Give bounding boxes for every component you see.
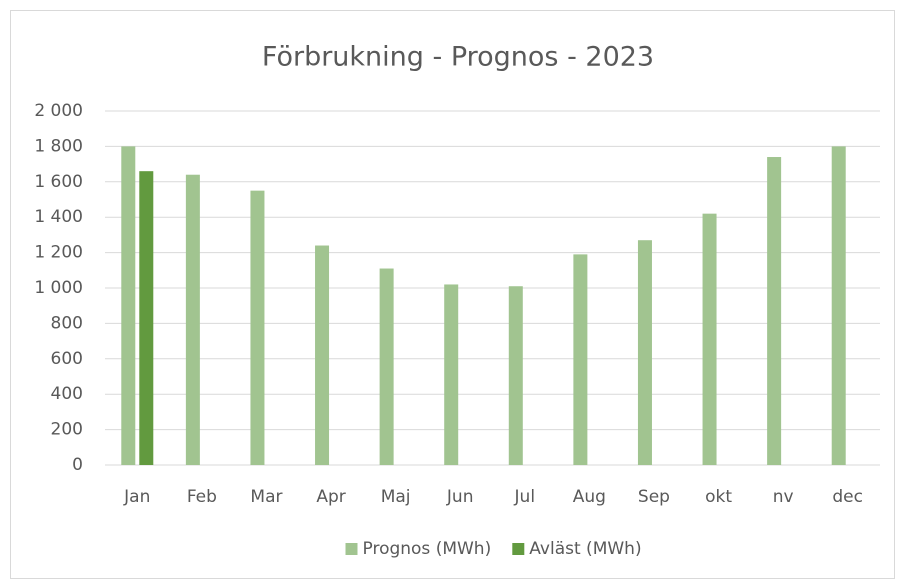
x-tick-label: nv bbox=[773, 487, 794, 507]
bar bbox=[379, 268, 394, 465]
x-tick-label: Aug bbox=[573, 487, 606, 507]
x-tick-label: Apr bbox=[316, 487, 345, 507]
x-tick-label: dec bbox=[832, 487, 863, 507]
y-tick-label: 1 200 bbox=[34, 243, 83, 263]
y-tick-label: 1 400 bbox=[34, 207, 83, 227]
y-tick-label: 800 bbox=[51, 313, 83, 333]
bar bbox=[139, 171, 154, 465]
x-tick-label: Jun bbox=[446, 487, 474, 507]
x-tick-label: Sep bbox=[638, 487, 670, 507]
y-tick-label: 1 000 bbox=[34, 278, 83, 298]
y-tick-label: 400 bbox=[51, 384, 83, 404]
x-tick-label: Maj bbox=[381, 487, 411, 507]
y-tick-label: 600 bbox=[51, 349, 83, 369]
y-tick-label: 0 bbox=[72, 455, 83, 475]
x-tick-label: Jul bbox=[514, 487, 536, 507]
bar bbox=[444, 284, 459, 465]
x-tick-label: Mar bbox=[250, 487, 282, 507]
bar bbox=[185, 174, 200, 465]
bar bbox=[121, 146, 136, 465]
bar bbox=[315, 245, 330, 465]
y-tick-label: 2 000 bbox=[34, 101, 83, 121]
bar bbox=[250, 190, 265, 465]
bar bbox=[767, 157, 782, 465]
x-tick-label: okt bbox=[705, 487, 732, 507]
bar bbox=[637, 240, 652, 465]
bar bbox=[573, 254, 588, 465]
legend-swatch bbox=[512, 543, 525, 555]
chart-title: Förbrukning - Prognos - 2023 bbox=[262, 42, 654, 73]
bar bbox=[831, 146, 846, 465]
y-tick-label: 200 bbox=[51, 420, 83, 440]
x-tick-label: Feb bbox=[187, 487, 217, 507]
legend-label: Avläst (MWh) bbox=[529, 539, 641, 559]
y-tick-label: 1 800 bbox=[34, 136, 83, 156]
y-tick-label: 1 600 bbox=[34, 172, 83, 192]
legend-label: Prognos (MWh) bbox=[363, 539, 492, 559]
x-tick-label: Jan bbox=[123, 487, 150, 507]
bar bbox=[508, 286, 523, 465]
bar bbox=[702, 213, 717, 465]
legend-swatch bbox=[345, 543, 358, 555]
